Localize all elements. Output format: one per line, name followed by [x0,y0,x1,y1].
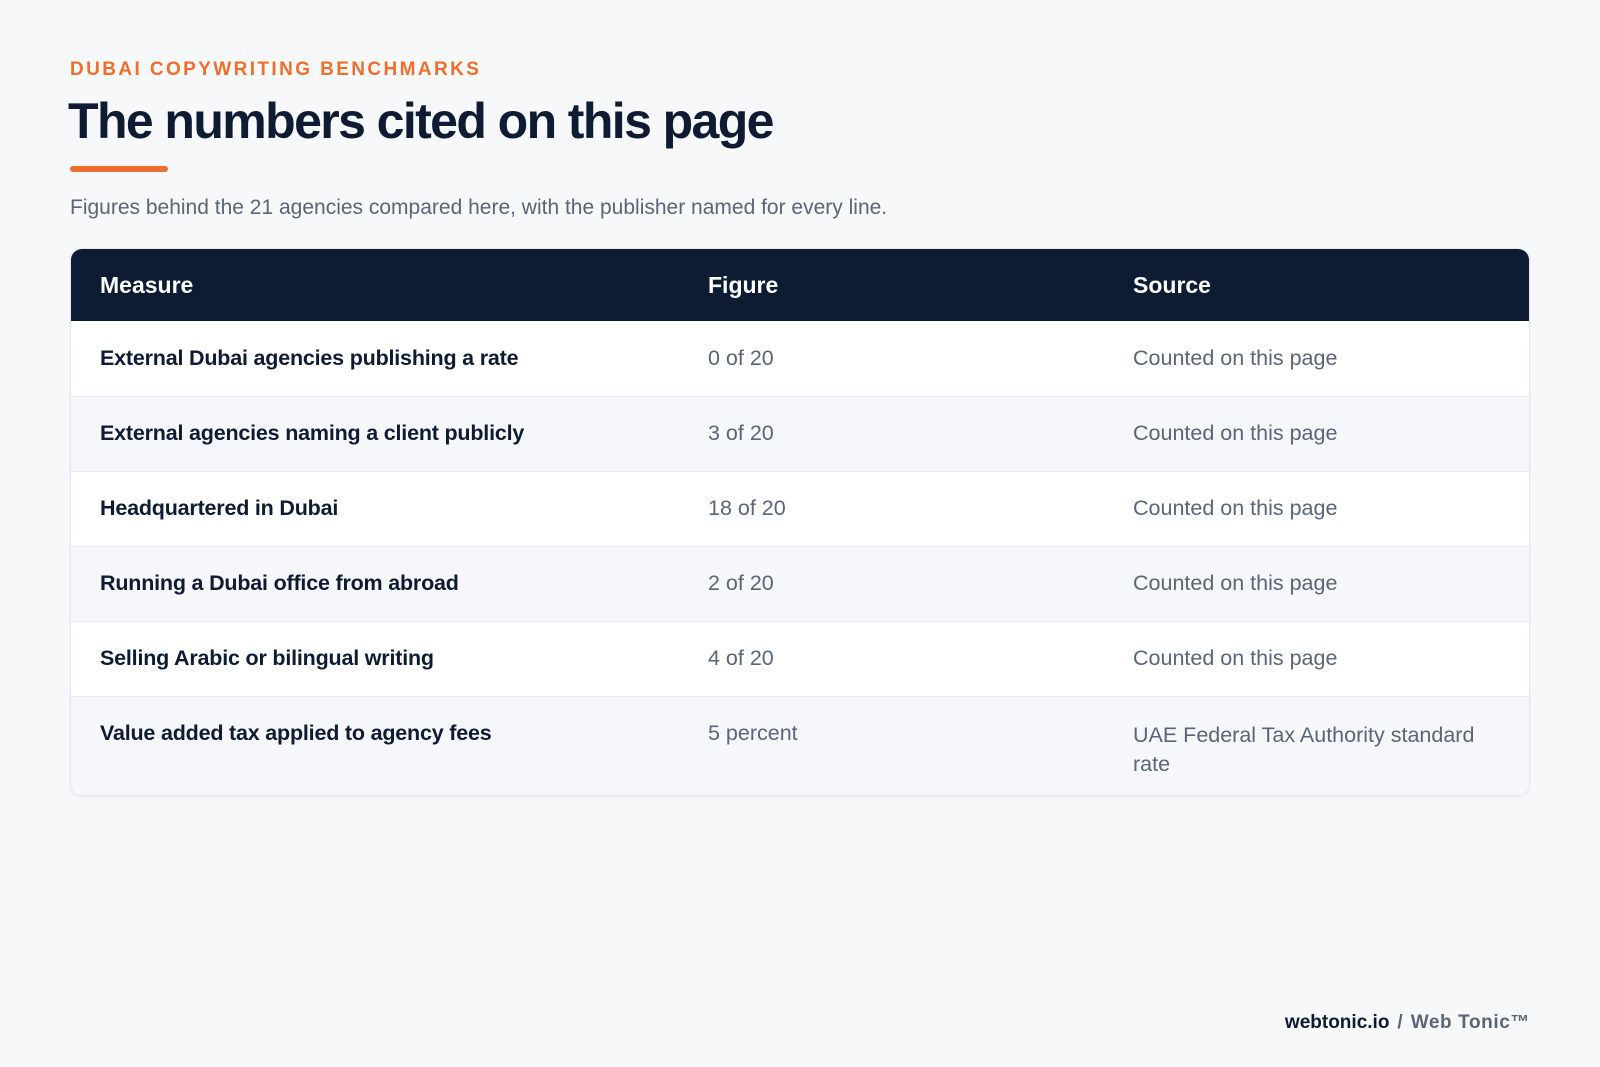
table-row: External Dubai agencies publishing a rat… [71,321,1529,396]
figure-cell: 18 of 20 [708,496,786,520]
column-header-figure: Figure [708,271,779,298]
title-accent-bar [70,166,168,172]
figure-cell: 4 of 20 [708,646,774,670]
source-cell: Counted on this page [1133,421,1338,445]
table-row: Headquartered in Dubai 18 of 20 Counted … [71,471,1529,546]
measure-cell: External agencies naming a client public… [100,421,525,445]
table-row: External agencies naming a client public… [71,396,1529,471]
column-header-measure: Measure [100,271,194,298]
figure-cell: 3 of 20 [708,421,774,445]
figure-cell: 2 of 20 [708,571,774,595]
table-header-row: Measure Figure Source [71,249,1529,321]
measure-cell: External Dubai agencies publishing a rat… [100,345,519,370]
eyebrow-label: DUBAI COPYWRITING BENCHMARKS [70,59,482,80]
source-cell: Counted on this page [1133,646,1338,670]
footer-brand: Web Tonic™ [1410,1012,1530,1033]
source-cell: Counted on this page [1133,345,1338,370]
footer-separator: / [1397,1012,1403,1033]
table-row: Running a Dubai office from abroad 2 of … [71,546,1529,621]
page-title: The numbers cited on this page [68,93,774,149]
footer-domain: webtonic.io [1284,1012,1390,1033]
table-row: Value added tax applied to agency fees 5… [71,696,1529,795]
figure-cell: 0 of 20 [708,345,774,370]
source-cell: UAE Federal Tax Authority standard rate [1133,722,1475,776]
measure-cell: Value added tax applied to agency fees [100,720,492,745]
page-subtitle: Figures behind the 21 agencies compared … [70,196,888,219]
table-row: Selling Arabic or bilingual writing 4 of… [71,621,1529,696]
source-cell: Counted on this page [1133,571,1338,595]
figure-cell: 5 percent [708,720,798,745]
column-header-source: Source [1133,271,1211,298]
measure-cell: Headquartered in Dubai [100,496,339,520]
benchmarks-table: Measure Figure Source External Dubai age… [71,249,1529,795]
source-cell: Counted on this page [1133,496,1338,520]
measure-cell: Selling Arabic or bilingual writing [100,646,434,670]
benchmarks-table-card: Measure Figure Source External Dubai age… [70,248,1530,796]
measure-cell: Running a Dubai office from abroad [100,571,459,595]
footer-credit: webtonic.io / Web Tonic™ [1285,1012,1530,1034]
